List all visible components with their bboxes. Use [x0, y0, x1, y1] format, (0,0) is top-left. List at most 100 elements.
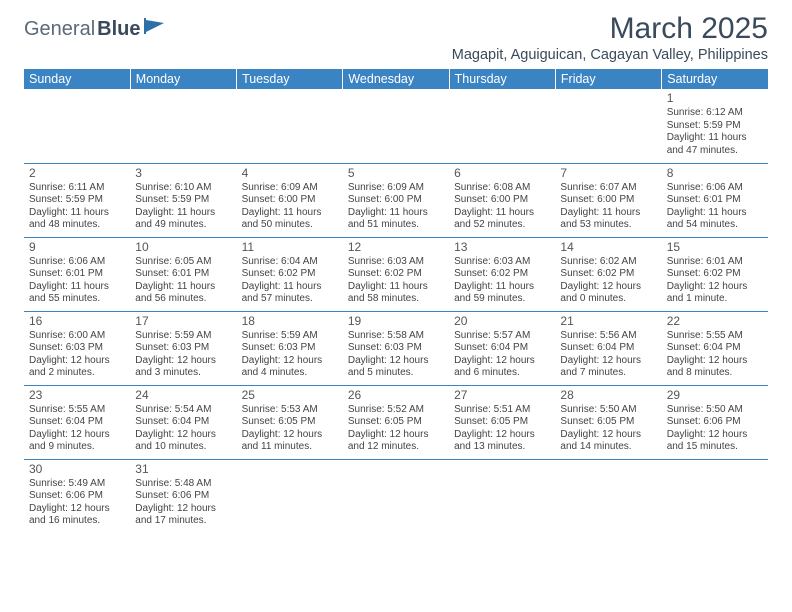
- sunrise-text: Sunrise: 6:03 AM: [454, 256, 550, 269]
- day-number: 29: [667, 388, 763, 403]
- daylight-text: Daylight: 12 hours: [135, 503, 231, 516]
- sunrise-text: Sunrise: 5:55 AM: [667, 330, 763, 343]
- calendar-empty-cell: [555, 89, 661, 163]
- sunrise-text: Sunrise: 6:05 AM: [135, 256, 231, 269]
- dayname-header: Saturday: [662, 69, 768, 89]
- daylight-text: Daylight: 11 hours: [135, 207, 231, 220]
- daylight-text: and 17 minutes.: [135, 515, 231, 528]
- day-number: 25: [242, 388, 338, 403]
- day-number: 1: [667, 91, 763, 106]
- sunrise-text: Sunrise: 5:53 AM: [242, 404, 338, 417]
- sunset-text: Sunset: 6:00 PM: [242, 194, 338, 207]
- sunset-text: Sunset: 6:03 PM: [135, 342, 231, 355]
- sunrise-text: Sunrise: 6:11 AM: [29, 182, 125, 195]
- daylight-text: and 48 minutes.: [29, 219, 125, 232]
- sunset-text: Sunset: 6:02 PM: [348, 268, 444, 281]
- calendar-day-cell: 6Sunrise: 6:08 AMSunset: 6:00 PMDaylight…: [449, 163, 555, 237]
- day-number: 5: [348, 166, 444, 181]
- calendar-week-row: 16Sunrise: 6:00 AMSunset: 6:03 PMDayligh…: [24, 311, 768, 385]
- sunset-text: Sunset: 6:06 PM: [135, 490, 231, 503]
- day-number: 3: [135, 166, 231, 181]
- sunrise-text: Sunrise: 6:06 AM: [667, 182, 763, 195]
- daylight-text: Daylight: 11 hours: [667, 132, 763, 145]
- sunset-text: Sunset: 5:59 PM: [29, 194, 125, 207]
- daylight-text: Daylight: 12 hours: [454, 429, 550, 442]
- sunset-text: Sunset: 6:00 PM: [560, 194, 656, 207]
- day-number: 19: [348, 314, 444, 329]
- sunrise-text: Sunrise: 6:09 AM: [242, 182, 338, 195]
- calendar-day-cell: 7Sunrise: 6:07 AMSunset: 6:00 PMDaylight…: [555, 163, 661, 237]
- sunrise-text: Sunrise: 5:55 AM: [29, 404, 125, 417]
- daylight-text: Daylight: 11 hours: [29, 207, 125, 220]
- calendar-day-cell: 14Sunrise: 6:02 AMSunset: 6:02 PMDayligh…: [555, 237, 661, 311]
- sunrise-text: Sunrise: 5:49 AM: [29, 478, 125, 491]
- calendar-day-cell: 8Sunrise: 6:06 AMSunset: 6:01 PMDaylight…: [662, 163, 768, 237]
- month-title: March 2025: [452, 12, 768, 46]
- calendar-day-cell: 13Sunrise: 6:03 AMSunset: 6:02 PMDayligh…: [449, 237, 555, 311]
- daylight-text: Daylight: 12 hours: [667, 355, 763, 368]
- calendar-empty-cell: [237, 89, 343, 163]
- day-number: 7: [560, 166, 656, 181]
- sunset-text: Sunset: 6:05 PM: [348, 416, 444, 429]
- daylight-text: and 57 minutes.: [242, 293, 338, 306]
- calendar-header-row: SundayMondayTuesdayWednesdayThursdayFrid…: [24, 69, 768, 89]
- daylight-text: and 2 minutes.: [29, 367, 125, 380]
- daylight-text: Daylight: 12 hours: [348, 355, 444, 368]
- day-number: 20: [454, 314, 550, 329]
- calendar-empty-cell: [237, 459, 343, 533]
- daylight-text: and 4 minutes.: [242, 367, 338, 380]
- dayname-header: Wednesday: [343, 69, 449, 89]
- daylight-text: Daylight: 12 hours: [29, 429, 125, 442]
- daylight-text: Daylight: 12 hours: [135, 429, 231, 442]
- sunrise-text: Sunrise: 6:03 AM: [348, 256, 444, 269]
- daylight-text: and 54 minutes.: [667, 219, 763, 232]
- daylight-text: and 10 minutes.: [135, 441, 231, 454]
- calendar-day-cell: 26Sunrise: 5:52 AMSunset: 6:05 PMDayligh…: [343, 385, 449, 459]
- sunrise-text: Sunrise: 6:09 AM: [348, 182, 444, 195]
- sunrise-text: Sunrise: 6:10 AM: [135, 182, 231, 195]
- daylight-text: and 7 minutes.: [560, 367, 656, 380]
- calendar-day-cell: 30Sunrise: 5:49 AMSunset: 6:06 PMDayligh…: [24, 459, 130, 533]
- sunrise-text: Sunrise: 5:58 AM: [348, 330, 444, 343]
- daylight-text: and 58 minutes.: [348, 293, 444, 306]
- calendar-empty-cell: [343, 89, 449, 163]
- daylight-text: and 50 minutes.: [242, 219, 338, 232]
- sunrise-text: Sunrise: 5:50 AM: [667, 404, 763, 417]
- day-number: 21: [560, 314, 656, 329]
- calendar-week-row: 30Sunrise: 5:49 AMSunset: 6:06 PMDayligh…: [24, 459, 768, 533]
- calendar-day-cell: 24Sunrise: 5:54 AMSunset: 6:04 PMDayligh…: [130, 385, 236, 459]
- page-header: GeneralBlue March 2025 Magapit, Aguiguic…: [24, 12, 768, 63]
- location-subtitle: Magapit, Aguiguican, Cagayan Valley, Phi…: [452, 47, 768, 63]
- day-number: 26: [348, 388, 444, 403]
- calendar-day-cell: 3Sunrise: 6:10 AMSunset: 5:59 PMDaylight…: [130, 163, 236, 237]
- sunrise-text: Sunrise: 6:02 AM: [560, 256, 656, 269]
- daylight-text: and 6 minutes.: [454, 367, 550, 380]
- daylight-text: Daylight: 12 hours: [29, 355, 125, 368]
- calendar-empty-cell: [449, 459, 555, 533]
- daylight-text: and 14 minutes.: [560, 441, 656, 454]
- sunrise-text: Sunrise: 6:07 AM: [560, 182, 656, 195]
- calendar-day-cell: 12Sunrise: 6:03 AMSunset: 6:02 PMDayligh…: [343, 237, 449, 311]
- daylight-text: and 0 minutes.: [560, 293, 656, 306]
- calendar-week-row: 1Sunrise: 6:12 AMSunset: 5:59 PMDaylight…: [24, 89, 768, 163]
- calendar-day-cell: 16Sunrise: 6:00 AMSunset: 6:03 PMDayligh…: [24, 311, 130, 385]
- daylight-text: and 3 minutes.: [135, 367, 231, 380]
- sunset-text: Sunset: 6:01 PM: [29, 268, 125, 281]
- sunset-text: Sunset: 6:03 PM: [29, 342, 125, 355]
- sunset-text: Sunset: 6:05 PM: [560, 416, 656, 429]
- calendar-day-cell: 5Sunrise: 6:09 AMSunset: 6:00 PMDaylight…: [343, 163, 449, 237]
- calendar-week-row: 2Sunrise: 6:11 AMSunset: 5:59 PMDaylight…: [24, 163, 768, 237]
- sunrise-text: Sunrise: 5:51 AM: [454, 404, 550, 417]
- title-block: March 2025 Magapit, Aguiguican, Cagayan …: [452, 12, 768, 63]
- sunset-text: Sunset: 6:06 PM: [667, 416, 763, 429]
- daylight-text: and 1 minute.: [667, 293, 763, 306]
- day-number: 10: [135, 240, 231, 255]
- calendar-empty-cell: [449, 89, 555, 163]
- daylight-text: and 51 minutes.: [348, 219, 444, 232]
- daylight-text: and 52 minutes.: [454, 219, 550, 232]
- daylight-text: and 49 minutes.: [135, 219, 231, 232]
- sunrise-text: Sunrise: 5:57 AM: [454, 330, 550, 343]
- daylight-text: Daylight: 12 hours: [454, 355, 550, 368]
- calendar-table: SundayMondayTuesdayWednesdayThursdayFrid…: [24, 69, 768, 533]
- daylight-text: and 11 minutes.: [242, 441, 338, 454]
